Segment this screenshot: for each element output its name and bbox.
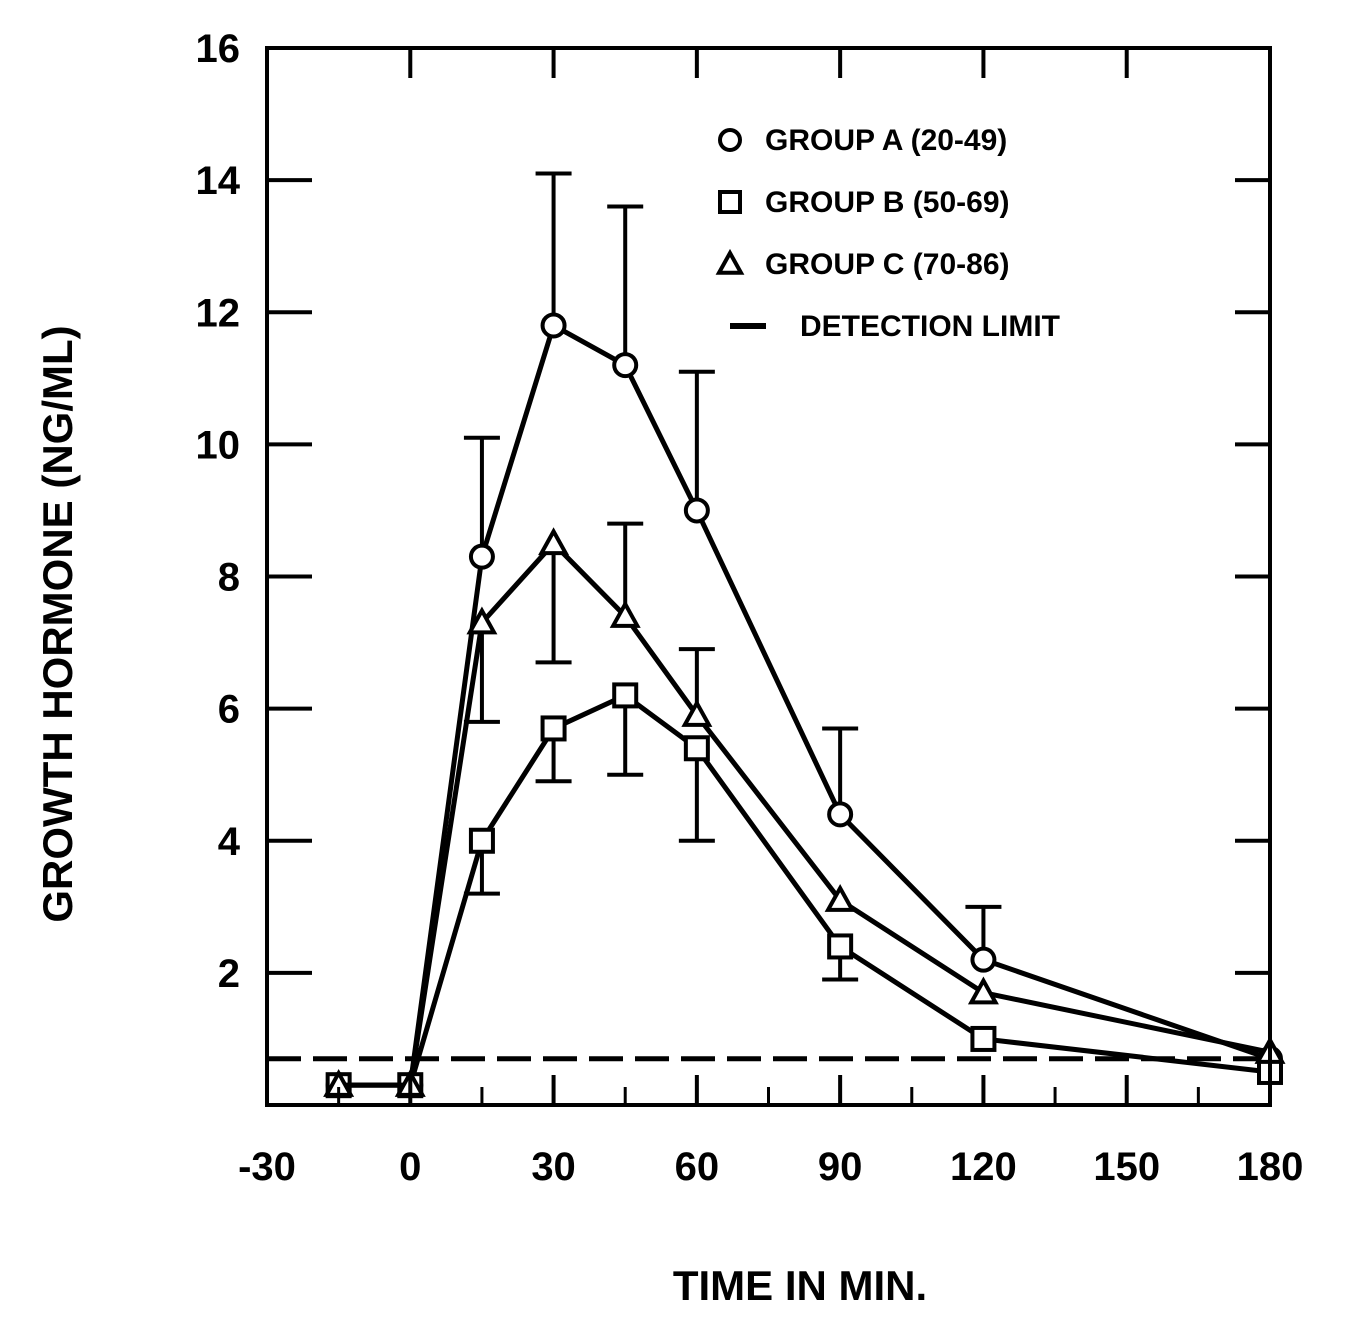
legend-label: DETECTION LIMIT bbox=[800, 310, 1060, 343]
series-square bbox=[325, 682, 1283, 1099]
data-point-triangle bbox=[824, 883, 856, 912]
y-tick-label: 6 bbox=[218, 688, 240, 732]
y-tick-label: 16 bbox=[196, 27, 241, 71]
y-tick-label: 10 bbox=[196, 423, 241, 467]
data-point-square bbox=[540, 715, 567, 742]
data-point-square bbox=[827, 933, 854, 960]
x-tick-label: 0 bbox=[399, 1145, 421, 1189]
y-tick-label: 4 bbox=[218, 820, 241, 864]
y-tick-label: 12 bbox=[196, 291, 241, 335]
data-point-circle bbox=[612, 352, 639, 379]
data-point-triangle bbox=[538, 527, 570, 556]
legend-marker-square bbox=[718, 190, 742, 214]
y-tick-label: 14 bbox=[196, 159, 241, 203]
data-point-square bbox=[612, 682, 639, 709]
axes-layer: -30 0 30 60 90 120 150 180 2 4 6 8 10 12 14 16 bbox=[196, 27, 1304, 1189]
legend-label: GROUP B (50-69) bbox=[765, 186, 1010, 219]
data-point-triangle bbox=[466, 606, 498, 635]
data-point-square bbox=[970, 1025, 997, 1052]
data-point-circle bbox=[683, 497, 710, 524]
data-point-circle bbox=[540, 312, 567, 339]
x-tick-label: 30 bbox=[531, 1145, 576, 1189]
series-triangle bbox=[323, 521, 1286, 1097]
x-tick-label: 180 bbox=[1237, 1145, 1304, 1189]
x-tick-label: 120 bbox=[950, 1145, 1017, 1189]
legend: GROUP A (20-49) GROUP B (50-69) GROUP C (7… bbox=[715, 124, 1060, 343]
data-point-circle bbox=[970, 946, 997, 973]
x-tick-label: 60 bbox=[675, 1145, 720, 1189]
y-axis-title: GROWTH HORMONE (NG/ML) bbox=[34, 325, 81, 922]
data-point-circle bbox=[468, 543, 495, 570]
y-tick-label: 2 bbox=[218, 952, 240, 996]
data-point-triangle bbox=[967, 976, 999, 1005]
legend-marker-triangle bbox=[715, 248, 745, 275]
data-point-square bbox=[468, 827, 495, 854]
data-point-circle bbox=[827, 801, 854, 828]
legend-marker-circle bbox=[718, 128, 742, 152]
legend-label: GROUP A (20-49) bbox=[765, 124, 1007, 157]
x-tick-label: -30 bbox=[238, 1145, 296, 1189]
data-point-triangle bbox=[681, 699, 713, 727]
legend-label: GROUP C (70-86) bbox=[765, 248, 1010, 281]
series-layer bbox=[323, 171, 1286, 1099]
x-axis-title: TIME IN MIN. bbox=[673, 1262, 927, 1309]
y-tick-label: 8 bbox=[218, 556, 240, 600]
data-point-square bbox=[683, 735, 710, 762]
series-line bbox=[338, 692, 1271, 1088]
x-tick-label: 150 bbox=[1093, 1145, 1160, 1189]
x-tick-label: 90 bbox=[818, 1145, 863, 1189]
data-point-triangle bbox=[609, 599, 641, 628]
